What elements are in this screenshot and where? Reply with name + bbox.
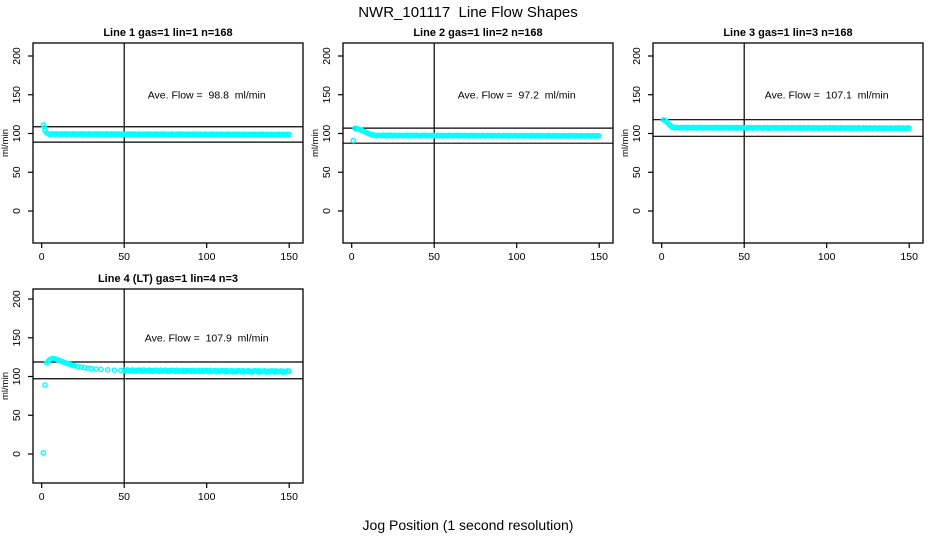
data-point [42, 382, 48, 388]
ave-flow-annotation: Ave. Flow = 97.2 ml/min [458, 89, 576, 101]
x-tick-label: 100 [198, 251, 216, 263]
data-point [906, 125, 913, 131]
y-tick-label: 0 [321, 208, 333, 214]
y-unit-label: ml/min [0, 129, 11, 157]
panel-line-3: 0 50 100 150 0 50 100 150 200 ml/min Line 3 gas=1 … [620, 27, 924, 263]
y-tick-label: 200 [321, 47, 333, 65]
x-tick-label: 150 [280, 491, 298, 503]
x-tick-label: 50 [738, 251, 750, 263]
y-tick-label: 0 [631, 208, 643, 214]
x-tick-label: 50 [118, 251, 130, 263]
data-point [286, 368, 293, 374]
x-tick-label: 0 [39, 491, 45, 503]
y-tick-label: 150 [631, 86, 643, 104]
data-points [350, 125, 603, 144]
y-tick-label: 50 [631, 166, 643, 178]
x-tick-label: 0 [39, 251, 45, 263]
y-tick-label: 50 [321, 166, 333, 178]
data-point [111, 367, 118, 373]
x-tick-label: 100 [508, 251, 526, 263]
y-unit-label: ml/min [0, 372, 11, 400]
x-tick-label: 0 [659, 251, 665, 263]
plot-frame [652, 42, 924, 244]
y-unit-label: ml/min [310, 129, 321, 157]
y-tick-label: 200 [631, 47, 643, 65]
x-axis-label: Jog Position (1 second resolution) [362, 517, 574, 533]
x-tick-label: 100 [198, 491, 216, 503]
x-tick-label: 150 [280, 251, 298, 263]
main-title: NWR_101117 Line Flow Shapes [358, 4, 578, 21]
y-tick-label: 50 [11, 166, 23, 178]
panel-line-2: 0 50 100 150 0 50 100 150 200 ml/min Line 2 gas=1 … [310, 27, 614, 263]
data-point [81, 364, 88, 371]
y-tick-label: 150 [321, 86, 333, 104]
x-tick-label: 150 [900, 251, 918, 263]
panel-title: Line 2 gas=1 lin=2 n=168 [413, 27, 542, 39]
y-tick-label: 200 [11, 47, 23, 65]
ave-flow-annotation: Ave. Flow = 107.1 ml/min [765, 89, 889, 101]
data-point [88, 365, 94, 372]
ave-flow-annotation: Ave. Flow = 98.8 ml/min [148, 89, 266, 101]
y-tick-label: 150 [11, 329, 23, 347]
data-point [104, 367, 111, 373]
x-tick-label: 50 [118, 491, 130, 503]
data-point [40, 450, 47, 456]
data-point [596, 133, 603, 139]
y-tick-label: 0 [11, 451, 23, 457]
data-point [71, 363, 78, 369]
data-point [78, 364, 85, 370]
x-tick-label: 100 [818, 251, 836, 263]
data-point [350, 137, 357, 144]
x-tick-label: 0 [349, 251, 355, 263]
data-point [75, 363, 81, 370]
data-point [93, 366, 99, 372]
panel-title: Line 3 gas=1 lin=3 n=168 [723, 27, 852, 39]
plot-frame [342, 42, 614, 244]
data-point [286, 131, 293, 138]
panel-line-4: 0 50 100 150 0 50 100 150 200 ml/min Line 4 (LT) g… [0, 273, 304, 503]
y-tick-label: 100 [321, 125, 333, 143]
y-tick-label: 100 [11, 125, 23, 143]
y-tick-label: 100 [631, 125, 643, 143]
panel-line-1: 0 50 100 150 0 50 100 150 200 ml/min Line 1 gas=1 … [0, 27, 304, 263]
y-tick-label: 50 [11, 409, 23, 421]
data-points [40, 355, 293, 456]
plot-frame [32, 288, 304, 484]
y-tick-label: 0 [11, 208, 23, 214]
data-points [40, 122, 293, 138]
data-points [660, 117, 913, 132]
panel-title: Line 1 gas=1 lin=1 n=168 [103, 27, 232, 39]
data-point [98, 366, 104, 373]
x-tick-label: 150 [590, 251, 608, 263]
data-point [118, 367, 124, 374]
x-tick-label: 50 [428, 251, 440, 263]
y-tick-label: 200 [11, 290, 23, 308]
y-tick-label: 100 [11, 368, 23, 386]
y-unit-label: ml/min [620, 129, 631, 157]
y-tick-label: 150 [11, 86, 23, 104]
data-point [85, 365, 91, 371]
plot-frame [32, 42, 304, 244]
ave-flow-annotation: Ave. Flow = 107.9 ml/min [145, 332, 269, 344]
panel-title: Line 4 (LT) gas=1 lin=4 n=3 [98, 273, 238, 285]
